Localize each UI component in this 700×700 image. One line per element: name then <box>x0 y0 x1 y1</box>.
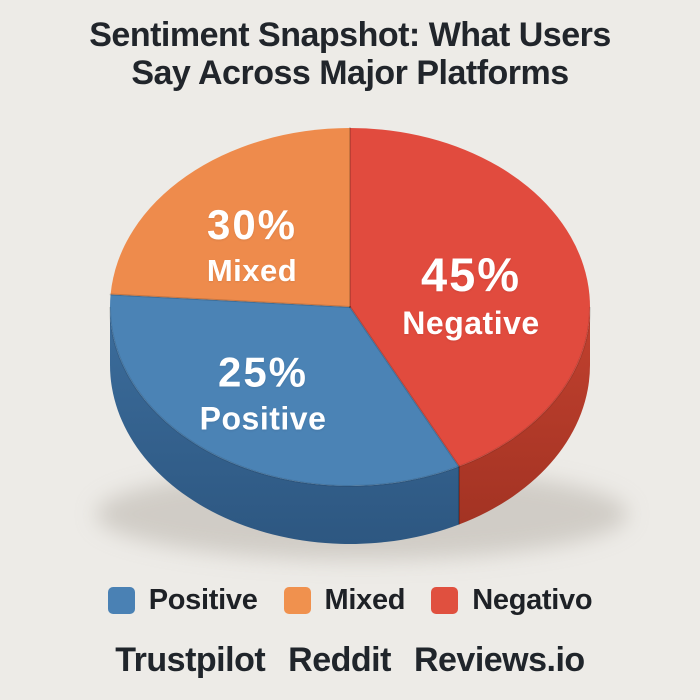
slice-top-negative <box>350 128 591 467</box>
slice-label-negative: 45% Negative <box>402 251 539 339</box>
slice-value-mixed: 30% <box>206 201 298 248</box>
slice-rim-negative <box>458 307 590 525</box>
slice-rim-positive <box>110 307 459 545</box>
slice-label-positive: 25% Positive <box>199 348 327 437</box>
legend-label-positive: Positive <box>148 584 258 616</box>
chart-title: Sentiment Snapshot: What Users Say Acros… <box>0 16 700 92</box>
rim-edge-crease <box>109 306 591 487</box>
legend: Positive Mixed Negativo <box>0 584 700 617</box>
legend-item-mixed: Mixed <box>283 584 406 617</box>
slice-top-mixed <box>110 128 350 307</box>
platform-reddit: Reddit <box>288 641 391 679</box>
slice-label-mixed: 30% Mixed <box>206 201 298 288</box>
chart-title-line1: Sentiment Snapshot: What Users <box>89 16 611 54</box>
slice-name-negative: Negative <box>402 305 540 341</box>
chart-title-line2: Say Across Major Platforms <box>131 54 569 93</box>
legend-item-negative: Negativo <box>431 584 593 617</box>
legend-label-negative: Negativo <box>472 584 593 616</box>
slice-top-positive <box>110 294 459 486</box>
platform-trustpilot: Trustpilot <box>115 641 266 679</box>
legend-swatch-positive <box>107 587 135 614</box>
legend-label-mixed: Mixed <box>324 584 406 616</box>
legend-item-positive: Positive <box>107 584 258 617</box>
platform-reviewsio: Reviews.io <box>413 641 585 679</box>
platforms-row: Trustpilot Reddit Reviews.io <box>0 641 700 680</box>
slice-name-positive: Positive <box>199 400 327 437</box>
slice-boundary-mixed <box>109 293 351 308</box>
legend-swatch-negative <box>431 587 459 614</box>
slice-boundary-positive <box>349 306 460 468</box>
slice-name-mixed: Mixed <box>206 253 298 288</box>
slice-value-negative: 45% <box>420 248 522 301</box>
legend-swatch-mixed <box>283 587 311 614</box>
slice-value-positive: 25% <box>217 348 309 396</box>
